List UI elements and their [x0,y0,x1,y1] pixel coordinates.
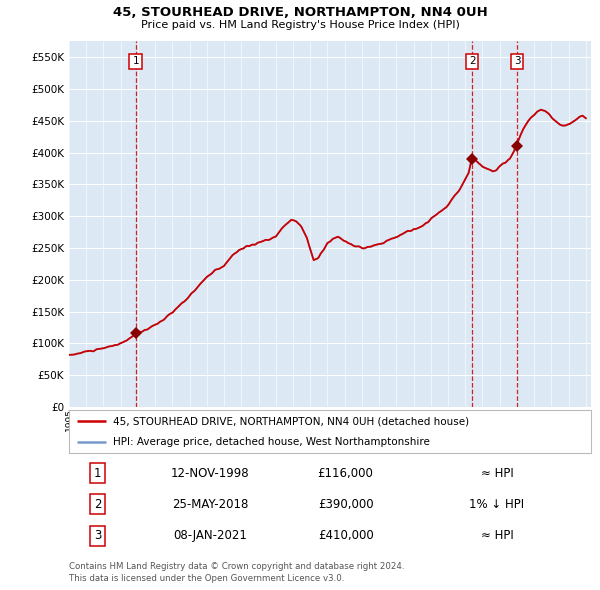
Text: 45, STOURHEAD DRIVE, NORTHAMPTON, NN4 0UH (detached house): 45, STOURHEAD DRIVE, NORTHAMPTON, NN4 0U… [113,417,469,426]
Text: ≈ HPI: ≈ HPI [481,529,514,542]
Text: 2: 2 [469,57,475,67]
Text: 2: 2 [94,498,101,511]
Text: ≈ HPI: ≈ HPI [481,467,514,480]
Text: 1% ↓ HPI: 1% ↓ HPI [469,498,524,511]
Text: HPI: Average price, detached house, West Northamptonshire: HPI: Average price, detached house, West… [113,437,430,447]
Text: £390,000: £390,000 [318,498,373,511]
Text: 1: 1 [133,57,139,67]
Text: Price paid vs. HM Land Registry's House Price Index (HPI): Price paid vs. HM Land Registry's House … [140,20,460,30]
Text: 3: 3 [94,529,101,542]
Text: 3: 3 [514,57,521,67]
Text: £410,000: £410,000 [318,529,374,542]
Text: 45, STOURHEAD DRIVE, NORTHAMPTON, NN4 0UH: 45, STOURHEAD DRIVE, NORTHAMPTON, NN4 0U… [113,6,487,19]
Text: 08-JAN-2021: 08-JAN-2021 [173,529,247,542]
Text: 1: 1 [94,467,101,480]
Text: Contains HM Land Registry data © Crown copyright and database right 2024.
This d: Contains HM Land Registry data © Crown c… [69,562,404,583]
Text: 25-MAY-2018: 25-MAY-2018 [172,498,248,511]
Text: 12-NOV-1998: 12-NOV-1998 [170,467,249,480]
Text: £116,000: £116,000 [318,467,374,480]
